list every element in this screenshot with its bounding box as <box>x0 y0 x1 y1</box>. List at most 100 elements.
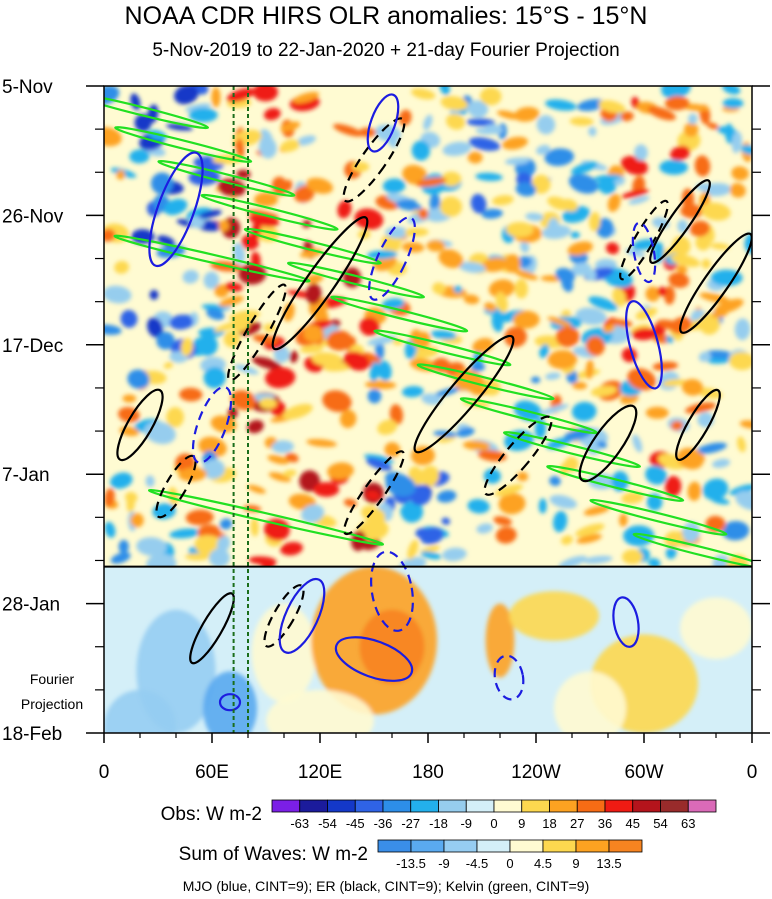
projection-cell <box>104 689 176 734</box>
obs-cell <box>178 467 208 482</box>
obs-cell <box>539 344 549 359</box>
obs-cell <box>182 269 199 284</box>
obs-cell <box>263 107 281 121</box>
obs-cell <box>163 362 174 369</box>
colorbar-swatch <box>608 839 643 853</box>
obs-cell <box>602 324 615 333</box>
obs-cell <box>401 242 425 253</box>
obs-cell <box>647 106 676 121</box>
obs-cell <box>402 164 428 185</box>
colorbar-tick-label: -27 <box>401 816 420 831</box>
obs-cell <box>628 196 650 205</box>
obs-cell <box>219 518 233 530</box>
colorbar-tick-label: -63 <box>290 816 309 831</box>
colorbar-tick-label: 13.5 <box>596 856 621 871</box>
obs-cell <box>365 380 397 390</box>
obs-cell <box>179 387 203 402</box>
kelvin-contour <box>114 126 253 164</box>
obs-cell <box>665 546 677 560</box>
obs-cell <box>104 324 122 335</box>
obs-cell <box>333 123 363 137</box>
obs-cell <box>470 193 487 214</box>
obs-cell <box>481 208 503 219</box>
kelvin-contour <box>113 234 311 283</box>
obs-cell <box>520 240 530 253</box>
obs-cell <box>620 155 648 176</box>
obs-cell <box>420 465 440 487</box>
obs-cell <box>104 488 115 507</box>
obs-cell <box>590 385 617 397</box>
obs-cell <box>267 455 290 465</box>
obs-cell <box>484 302 497 312</box>
colorbar-tick-label: -9 <box>438 856 450 871</box>
obs-cell <box>737 436 746 453</box>
obs-cell <box>567 241 593 256</box>
obs-cell <box>571 401 597 422</box>
obs-cell <box>421 393 442 405</box>
obs-cell <box>134 114 152 132</box>
obs-cell <box>280 121 301 132</box>
obs-cell <box>150 172 174 195</box>
colorbar-tick-label: 0 <box>490 816 497 831</box>
obs-cell <box>495 526 517 544</box>
obs-cell <box>597 178 617 195</box>
obs-cell <box>704 350 734 359</box>
obs-cell <box>695 234 711 251</box>
obs-cell <box>369 361 380 382</box>
obs-cell <box>104 127 122 147</box>
obs-cell <box>149 289 159 300</box>
obs-cell <box>701 202 731 221</box>
kelvin-contour <box>286 261 426 299</box>
y-tick-label: 17-Dec <box>2 336 63 357</box>
y-tick-label: 5-Nov <box>2 77 53 98</box>
obs-cell <box>619 513 628 527</box>
obs-cell <box>327 462 354 480</box>
obs-cell <box>726 554 749 567</box>
obs-cell <box>625 248 646 257</box>
obs-cell <box>714 298 744 314</box>
colorbar-label: Sum of Waves: W m-2 <box>179 844 368 865</box>
mjo-contour <box>631 221 657 284</box>
mjo-contour <box>278 577 326 654</box>
kelvin-contour <box>502 431 642 469</box>
obs-cell <box>722 98 744 109</box>
obs-cell <box>211 87 221 108</box>
obs-cell <box>453 285 463 293</box>
kelvin-contour <box>373 329 512 367</box>
obs-cell <box>442 547 467 562</box>
obs-cell <box>493 516 512 526</box>
obs-cell <box>250 517 259 537</box>
obs-cell <box>555 326 580 348</box>
obs-cell <box>166 407 184 428</box>
obs-cell <box>681 188 695 211</box>
y-axis: 5-Nov 26-Nov 17-Dec 7-Jan 28-Jan 18-Feb <box>2 77 770 745</box>
x-tick-label: 180 <box>412 762 444 783</box>
y-tick-label: 7-Jan <box>2 465 50 486</box>
colorbar-swatch <box>521 799 550 813</box>
obs-cell <box>514 279 528 299</box>
obs-cell <box>547 316 572 327</box>
obs-cell <box>531 174 551 194</box>
obs-cell <box>156 331 175 350</box>
obs-cell <box>621 549 643 565</box>
mjo-contour <box>191 385 233 464</box>
colorbar-swatch <box>271 799 301 813</box>
obs-cell <box>219 295 244 307</box>
kelvin-contour <box>104 92 210 130</box>
obs-cell <box>125 491 138 503</box>
obs-cell <box>366 250 398 260</box>
obs-cell <box>740 144 752 155</box>
er-contour <box>263 584 305 648</box>
er-contour <box>675 388 721 462</box>
mjo-contour <box>612 596 640 648</box>
er-contour <box>155 454 197 519</box>
obs-cell <box>502 136 528 150</box>
obs-cell <box>593 174 621 182</box>
obs-cell <box>127 369 150 389</box>
kelvin-contour <box>330 295 469 333</box>
obs-cell <box>495 291 508 313</box>
obs-cell <box>296 135 316 146</box>
obs-cell <box>589 211 601 232</box>
obs-cell <box>470 362 485 372</box>
kelvin-contour <box>589 498 728 536</box>
